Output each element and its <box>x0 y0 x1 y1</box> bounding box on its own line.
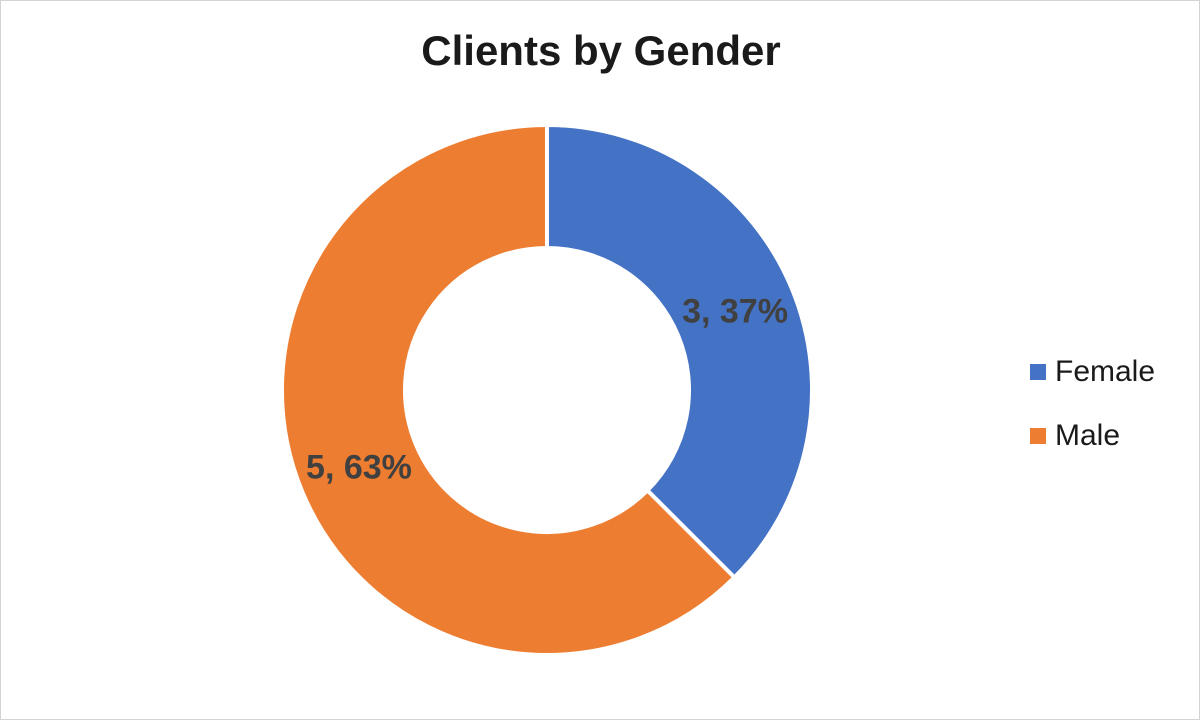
doughnut-chart <box>280 122 814 657</box>
legend-swatch-female-icon <box>1030 364 1046 380</box>
chart-legend: Female Male <box>1030 354 1155 482</box>
legend-label-male: Male <box>1055 419 1121 452</box>
legend-label-female: Female <box>1055 355 1156 388</box>
legend-item-female: Female <box>1030 354 1155 390</box>
pie-slice-male <box>280 122 738 657</box>
chart-title: Clients by Gender <box>421 27 781 74</box>
legend-item-male: Male <box>1030 418 1155 454</box>
legend-swatch-male-icon <box>1030 428 1046 444</box>
pie-slice-female <box>545 122 814 581</box>
